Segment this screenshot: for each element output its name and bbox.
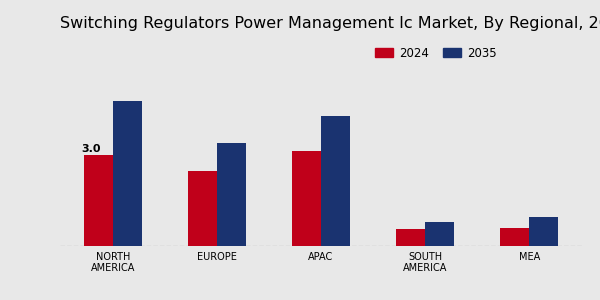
Bar [188, 171, 217, 246]
Bar [113, 101, 142, 246]
Bar [84, 155, 113, 246]
Legend: 2024, 2035: 2024, 2035 [371, 42, 501, 64]
Text: 3.0: 3.0 [82, 144, 101, 154]
Bar [217, 143, 246, 246]
Bar [500, 228, 529, 246]
Bar [425, 222, 454, 246]
Bar [321, 116, 350, 246]
Bar [396, 230, 425, 246]
Bar [529, 217, 558, 246]
Text: Switching Regulators Power Management Ic Market, By Regional, 2024 & 203: Switching Regulators Power Management Ic… [60, 16, 600, 31]
Bar [292, 151, 321, 246]
